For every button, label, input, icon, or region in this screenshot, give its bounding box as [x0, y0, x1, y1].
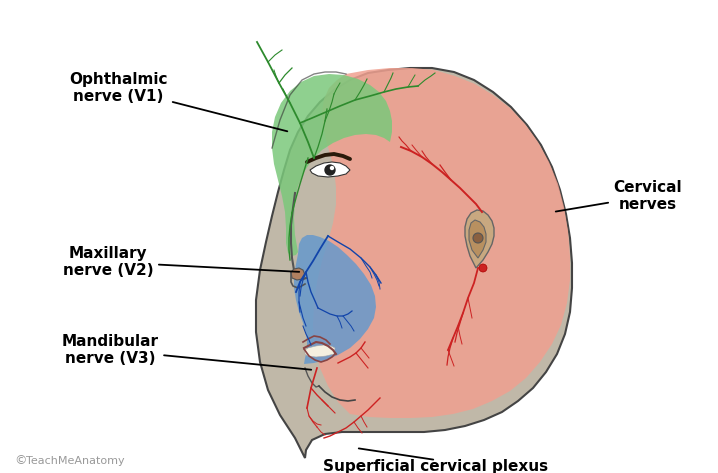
Text: Mandibular
nerve (V3): Mandibular nerve (V3): [62, 334, 311, 370]
Polygon shape: [469, 220, 486, 258]
Polygon shape: [310, 162, 350, 177]
Text: Cervical
nerves: Cervical nerves: [556, 180, 682, 212]
Text: Superficial cervical plexus: Superficial cervical plexus: [323, 458, 549, 473]
Text: Maxillary
nerve (V2): Maxillary nerve (V2): [62, 246, 299, 278]
Polygon shape: [256, 68, 572, 458]
Polygon shape: [291, 268, 305, 280]
Polygon shape: [465, 210, 494, 268]
Polygon shape: [294, 235, 376, 364]
Circle shape: [325, 165, 335, 175]
Polygon shape: [272, 74, 392, 256]
Circle shape: [473, 233, 483, 243]
Circle shape: [479, 264, 487, 272]
Text: Ophthalmic
nerve (V1): Ophthalmic nerve (V1): [69, 72, 287, 131]
Text: ©: ©: [14, 454, 27, 467]
Text: TeachMeAnatomy: TeachMeAnatomy: [26, 456, 125, 466]
Polygon shape: [305, 345, 335, 357]
Polygon shape: [313, 68, 570, 418]
Circle shape: [330, 166, 333, 169]
